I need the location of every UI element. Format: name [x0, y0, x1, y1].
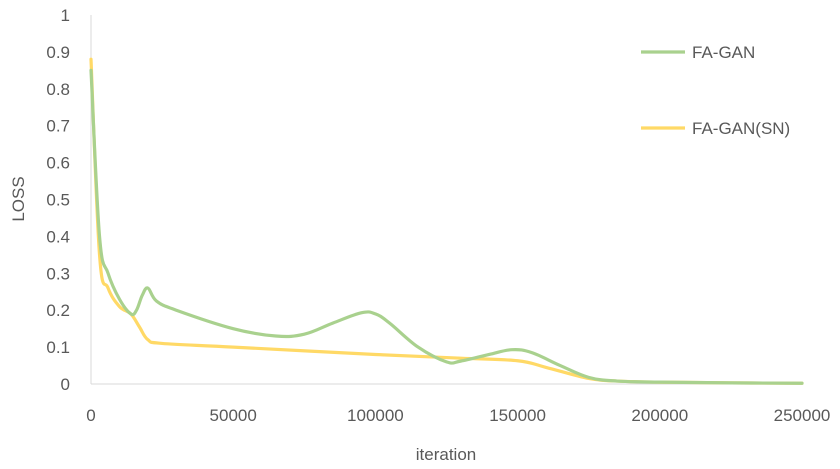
- x-tick-label: 50000: [210, 406, 257, 425]
- legend: FA-GAN FA-GAN(SN): [641, 43, 790, 138]
- axes: 0 0.1 0.2 0.3 0.4 0.5 0.6 0.7 0.8 0.9 1 0 50000 10000…: [46, 6, 830, 425]
- y-tick-label: 0.4: [46, 227, 70, 246]
- x-tick-label: 150000: [489, 406, 546, 425]
- series-line-fa-gan-sn: [89, 57, 804, 385]
- y-tick-label: 0.9: [46, 43, 70, 62]
- y-tick-label: 1: [61, 6, 70, 25]
- x-tick-label: 250000: [774, 406, 831, 425]
- x-tick-label: 200000: [631, 406, 688, 425]
- y-tick-label: 0: [61, 375, 70, 394]
- legend-label: FA-GAN: [692, 43, 755, 62]
- y-tick-label: 0.8: [46, 80, 70, 99]
- y-tick-label: 0.3: [46, 264, 70, 283]
- y-tick-label: 0.1: [46, 338, 70, 357]
- x-tick-label: 100000: [347, 406, 404, 425]
- y-tick-label: 0.6: [46, 154, 70, 173]
- y-tick-label: 0.2: [46, 301, 70, 320]
- x-axis-title: iteration: [416, 445, 476, 464]
- legend-label: FA-GAN(SN): [692, 119, 790, 138]
- y-axis-title: LOSS: [9, 176, 28, 221]
- series-line-fa-gan: [89, 68, 804, 385]
- x-tick-label: 0: [86, 406, 95, 425]
- series-layer: [89, 57, 804, 385]
- y-tick-label: 0.7: [46, 117, 70, 136]
- y-tick-label: 0.5: [46, 191, 70, 210]
